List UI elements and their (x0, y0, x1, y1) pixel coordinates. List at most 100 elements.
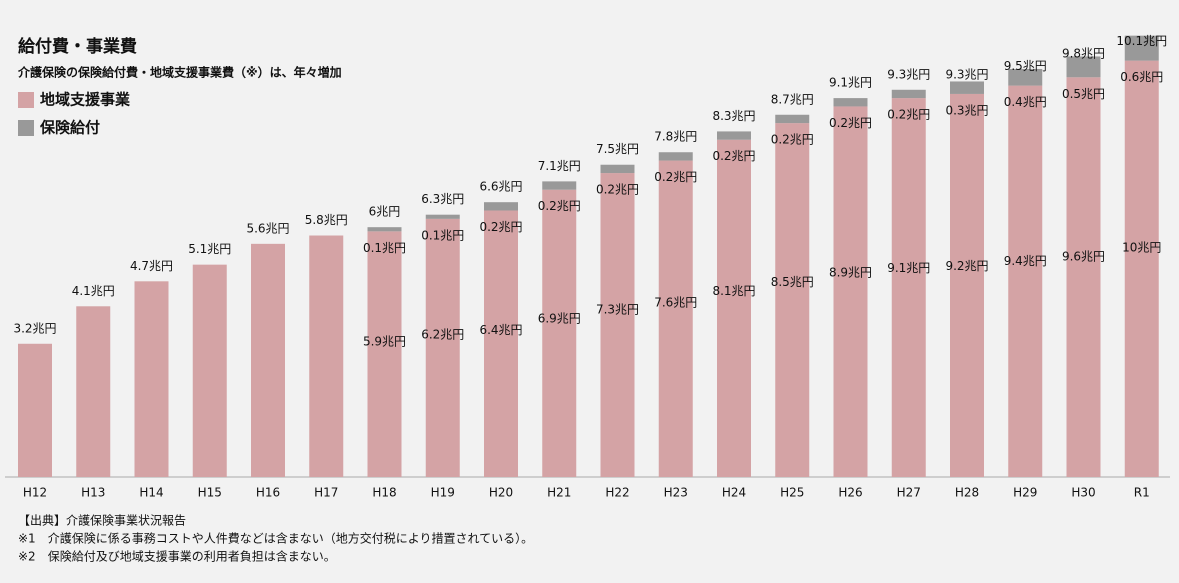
x-tick-label: H16 (256, 486, 280, 500)
x-tick-label: H24 (722, 486, 746, 500)
data-label: 10兆円 (1122, 241, 1161, 255)
x-tick-label: H18 (372, 486, 396, 500)
chart-subtitle: 介護保険の保険給付費・地域支援事業費（※）は、年々増加 (17, 65, 342, 80)
data-label: 8.9兆円 (829, 266, 872, 280)
data-label: 0.2兆円 (771, 133, 814, 147)
data-label: 0.3兆円 (945, 103, 988, 117)
data-label: 6.4兆円 (479, 323, 522, 337)
bar-segment (833, 106, 868, 477)
bar-segment (542, 189, 577, 477)
total-label: 5.1兆円 (188, 242, 231, 256)
total-label: 3.2兆円 (13, 321, 56, 335)
x-tick-label: H14 (139, 486, 163, 500)
data-label: 9.4兆円 (1004, 254, 1047, 268)
data-label: 0.4兆円 (1004, 95, 1047, 109)
data-label: 0.2兆円 (654, 170, 697, 184)
x-tick-label: H12 (23, 486, 47, 500)
x-tick-label: H19 (431, 486, 455, 500)
total-label: 5.6兆円 (246, 221, 289, 235)
bar-segment (425, 218, 460, 477)
bar-segment (1066, 56, 1101, 78)
data-label: 0.2兆円 (829, 116, 872, 130)
note: 【出典】介護保険事業状況報告 (18, 513, 186, 528)
total-label: 6.3兆円 (421, 192, 464, 206)
bar-segment (1008, 85, 1043, 478)
data-label: 0.2兆円 (596, 183, 639, 197)
bar-segment (600, 173, 635, 477)
data-label: 8.1兆円 (712, 284, 755, 298)
total-label: 9.3兆円 (945, 67, 988, 81)
bar-segment (76, 306, 111, 477)
data-label: 9.1兆円 (887, 261, 930, 275)
bar-segment (367, 227, 402, 232)
total-label: 5.8兆円 (305, 213, 348, 227)
total-label: 6.6兆円 (479, 180, 522, 194)
x-tick-label: H23 (664, 486, 688, 500)
x-tick-label: H28 (955, 486, 979, 500)
bar-segment (1124, 60, 1159, 478)
legend-swatch (18, 120, 34, 136)
data-label: 0.2兆円 (479, 220, 522, 234)
data-label: 0.1兆円 (363, 241, 406, 255)
bar-segment (891, 98, 926, 477)
total-label: 7.1兆円 (538, 159, 581, 173)
note: ※1 介護保険に係る事務コストや人件費などは含まない（地方交付税により措置されて… (18, 531, 533, 546)
total-label: 6兆円 (369, 205, 401, 219)
data-label: 6.9兆円 (538, 311, 581, 325)
bar-segment (775, 123, 810, 477)
chart-title: 給付費・事業費 (18, 36, 137, 57)
bar-segment (891, 89, 926, 99)
x-tick-label: H29 (1013, 486, 1037, 500)
x-tick-label: R1 (1134, 486, 1150, 500)
x-tick-label: H22 (605, 486, 629, 500)
data-label: 5.9兆円 (363, 334, 406, 348)
bar-segment (775, 114, 810, 124)
bar-segment (717, 139, 751, 477)
bar-segment (950, 93, 984, 477)
bar-segment (600, 164, 635, 174)
x-tick-label: H21 (547, 486, 571, 500)
data-label: 9.6兆円 (1062, 250, 1105, 264)
bar-segment (833, 98, 868, 107)
bar-segment (542, 181, 577, 190)
x-tick-label: H25 (780, 486, 804, 500)
total-label: 7.5兆円 (596, 142, 639, 156)
bar-segment (251, 243, 285, 477)
bar-segment (192, 264, 227, 477)
bar-segment (658, 152, 693, 161)
x-tick-label: H20 (489, 486, 513, 500)
data-label: 7.3兆円 (596, 302, 639, 316)
x-tick-label: H17 (314, 486, 338, 500)
legend-label: 保険給付 (39, 119, 100, 137)
total-label: 7.8兆円 (654, 130, 697, 144)
total-label: 4.7兆円 (130, 259, 173, 273)
bar-segment (1124, 35, 1159, 61)
bar-segment (18, 343, 52, 477)
legend-label: 地域支援事業 (40, 91, 131, 109)
note: ※2 保険給付及び地域支援事業の利用者負担は含まない。 (18, 549, 336, 564)
x-tick-label: H15 (198, 486, 222, 500)
x-tick-label: H26 (838, 486, 862, 500)
bar-segment (1008, 68, 1043, 86)
data-label: 0.2兆円 (538, 199, 581, 213)
total-label: 8.3兆円 (712, 109, 755, 123)
total-label: 9.1兆円 (829, 76, 872, 90)
bar-segment (717, 131, 751, 140)
data-label: 0.1兆円 (421, 228, 464, 242)
total-label: 9.3兆円 (887, 67, 930, 81)
data-label: 7.6兆円 (654, 295, 697, 309)
bar-segment (484, 210, 518, 477)
legend-swatch (18, 92, 34, 108)
total-label: 8.7兆円 (771, 92, 814, 106)
data-label: 6.2兆円 (421, 328, 464, 342)
x-tick-label: H30 (1071, 486, 1095, 500)
data-label: 8.5兆円 (771, 275, 814, 289)
bar-segment (484, 202, 518, 211)
bar-segment (658, 160, 693, 477)
x-tick-label: H27 (897, 486, 921, 500)
total-label: 4.1兆円 (72, 284, 115, 298)
bar-segment (367, 231, 402, 477)
data-label: 0.2兆円 (887, 108, 930, 122)
bar-segment (425, 214, 460, 219)
